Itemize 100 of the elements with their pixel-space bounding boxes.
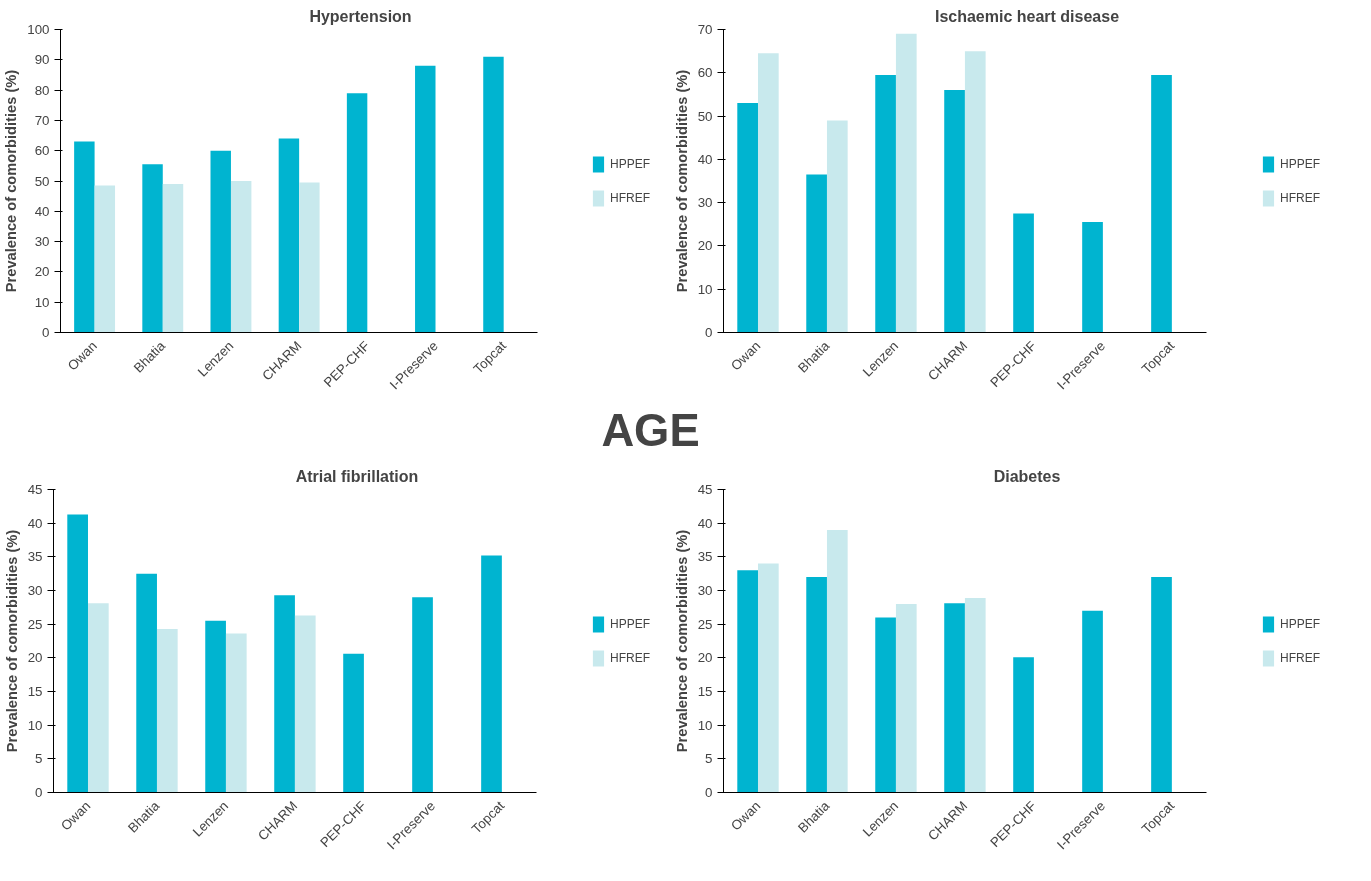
bar <box>826 120 848 333</box>
bar <box>875 74 896 333</box>
y-tick-label: 40 <box>27 515 43 531</box>
chart-title: Atrial fibrillation <box>295 467 419 485</box>
legend-label: HPPEF <box>609 156 650 171</box>
bar <box>294 615 316 793</box>
y-tick-label: 10 <box>27 717 43 733</box>
y-tick-label: 0 <box>705 325 713 340</box>
bar <box>895 33 917 333</box>
bar <box>225 633 247 793</box>
y-tick-label: 30 <box>697 195 713 211</box>
y-tick-label: 40 <box>697 515 713 531</box>
y-tick-label: 20 <box>697 650 713 666</box>
chart-title: Hypertension <box>309 7 412 25</box>
chart-title: Diabetes <box>993 467 1061 485</box>
bar <box>757 53 779 333</box>
bar <box>757 563 779 793</box>
bar <box>156 628 178 793</box>
y-tick-label: 0 <box>42 325 50 340</box>
y-tick-label: 60 <box>697 65 713 81</box>
y-tick-label: 90 <box>34 52 50 68</box>
bar <box>94 185 116 333</box>
bar <box>964 51 986 333</box>
legend-label: HPPEF <box>609 616 650 631</box>
y-tick-label: 60 <box>34 143 50 159</box>
y-tick-label: 0 <box>35 785 43 800</box>
bar <box>142 164 163 333</box>
y-tick-label: 50 <box>697 108 713 124</box>
legend-label: HPPEF <box>1279 156 1320 171</box>
y-tick-label: 15 <box>697 684 713 699</box>
chart-title: Ischaemic heart disease <box>934 7 1120 25</box>
y-tick-label: 35 <box>27 549 43 565</box>
y-tick-label: 70 <box>34 112 50 128</box>
bar <box>274 595 295 793</box>
bar <box>481 555 502 793</box>
text: AGE <box>601 405 700 456</box>
bar <box>210 150 231 333</box>
bar <box>944 603 965 793</box>
bar <box>1013 213 1034 333</box>
bar <box>483 56 504 333</box>
bar <box>806 174 827 333</box>
legend-label: HPPEF <box>1279 616 1320 631</box>
bar <box>964 597 986 793</box>
y-tick-label: 100 <box>27 22 50 37</box>
bar <box>895 603 917 793</box>
y-tick-label: 10 <box>697 281 713 297</box>
y-tick-label: 45 <box>27 482 43 497</box>
bar <box>875 617 896 793</box>
legend-label: HFREF <box>1279 190 1320 205</box>
bar <box>343 653 364 793</box>
bar <box>162 184 184 333</box>
y-tick-label: 20 <box>697 238 713 254</box>
y-tick-label: 35 <box>697 549 713 565</box>
y-tick-label: 20 <box>27 650 43 666</box>
y-tick-label: 45 <box>697 482 713 497</box>
bar <box>205 620 226 793</box>
bar <box>806 577 827 793</box>
bar <box>737 570 758 793</box>
bar <box>74 141 95 333</box>
y-axis-title: Prevalence of comorbidities (%) <box>673 69 690 293</box>
y-tick-label: 5 <box>35 751 43 767</box>
bar <box>1013 657 1034 793</box>
y-tick-label: 0 <box>705 785 713 800</box>
y-tick-label: 15 <box>27 684 43 699</box>
y-tick-label: 10 <box>34 294 50 310</box>
bar <box>67 514 88 793</box>
y-tick-label: 25 <box>697 616 713 632</box>
y-tick-label: 30 <box>27 583 43 598</box>
y-tick-label: 10 <box>697 717 713 733</box>
bar <box>944 90 965 333</box>
y-axis-title: Prevalence of comorbidities (%) <box>3 529 20 753</box>
bar <box>412 597 433 793</box>
legend-label: HFREF <box>609 190 650 205</box>
bar <box>346 93 368 333</box>
y-tick-label: 70 <box>697 22 713 37</box>
bar <box>1151 577 1172 793</box>
y-tick-label: 40 <box>34 203 50 219</box>
bar <box>415 65 436 333</box>
bar <box>826 529 848 793</box>
bar <box>299 182 320 333</box>
legend-label: HFREF <box>1279 650 1320 665</box>
y-tick-label: 30 <box>34 234 50 250</box>
bar <box>278 138 300 333</box>
bar <box>1082 610 1103 793</box>
y-tick-label: 80 <box>34 82 50 98</box>
bar <box>737 103 758 333</box>
bar <box>230 181 252 333</box>
legend-label: HFREF <box>609 650 650 665</box>
y-axis-title: Prevalence of comorbidities (%) <box>3 69 20 293</box>
y-tick-label: 5 <box>705 751 713 767</box>
y-tick-label: 30 <box>697 583 713 598</box>
y-tick-label: 25 <box>27 616 43 632</box>
bar <box>1082 222 1103 333</box>
y-tick-label: 20 <box>34 264 50 280</box>
y-axis-title: Prevalence of comorbidities (%) <box>673 529 690 753</box>
y-tick-label: 40 <box>697 151 713 167</box>
bar <box>1151 74 1172 333</box>
bar <box>87 603 109 793</box>
bar <box>136 573 157 793</box>
y-tick-label: 50 <box>34 173 50 189</box>
